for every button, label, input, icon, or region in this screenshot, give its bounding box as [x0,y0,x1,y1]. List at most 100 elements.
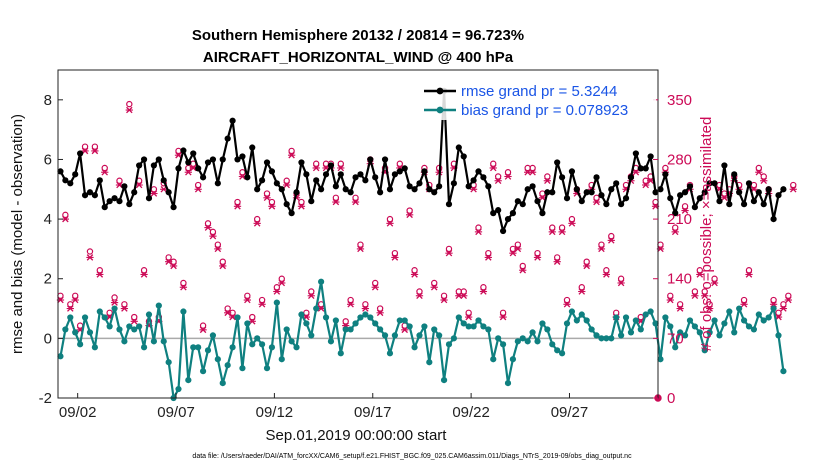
rmse-point [180,147,187,154]
obs-assimilated-point [258,301,266,308]
obs-possible-point [691,288,699,295]
bias-point [386,350,394,357]
rmse-point [544,189,551,196]
bias-point [249,341,256,348]
obs-assimilated-point [499,313,507,321]
obs-possible-point [268,198,276,206]
rmse-point [318,186,325,193]
rmse-point [736,189,743,196]
bias-point [273,299,280,306]
rmse-point [657,186,664,193]
obs-assimilated-point [410,271,419,278]
rmse-point [534,198,541,205]
obs-assimilated-point [86,254,94,261]
rmse-point [588,189,595,196]
obs-possible-point [357,241,364,248]
rmse-point [750,198,758,205]
bias-point [716,332,723,339]
obs-possible-point [249,313,256,321]
rmse-point [209,156,217,163]
bias-point [229,344,236,351]
bias-point [111,305,118,312]
obs-assimilated-point [346,301,355,308]
rmse-point [131,189,138,196]
obs-possible-point [681,203,689,210]
bias-point [347,326,354,333]
rmse-point [214,180,221,187]
rmse-point [755,189,762,196]
obs-possible-point [485,249,492,257]
bias-point [563,320,571,327]
obs-possible-point [376,305,384,312]
y-tick-label: -2 [39,390,52,407]
rmse-point [342,186,349,193]
bias-point [150,338,158,345]
obs-assimilated-point [356,245,365,253]
rmse-point [219,156,226,163]
obs-assimilated-point [91,147,99,155]
obs-assimilated-point [543,177,551,185]
rmse-point [268,168,276,175]
obs-possible-point [396,160,404,167]
rmse-point [372,174,379,181]
obs-assimilated-point [602,271,611,278]
bias-point [568,308,576,315]
obs-possible-point [116,177,123,184]
bias-point [337,350,344,357]
rmse-point [701,189,708,196]
obs-possible-point [475,224,482,231]
rmse-point [421,168,428,175]
rmse-point [549,189,556,196]
obs-possible-point [519,262,526,270]
obs-possible-point [224,305,231,312]
rmse-point [357,171,364,178]
rmse-point [519,201,526,208]
obs-possible-point [165,254,172,261]
bias-point [726,308,733,315]
bias-point [116,326,123,333]
bias-point [258,341,266,348]
bias-point [175,385,182,393]
rmse-point [686,183,694,190]
bias-point [731,329,738,336]
bias-point [377,326,384,333]
bias-point [185,377,192,384]
rmse-point [485,183,492,190]
bias-point [209,332,217,339]
obs-possible-point [214,241,222,248]
rmse-point [332,183,339,190]
rmse-point [583,189,590,196]
rmse-point [731,171,738,178]
obs-assimilated-point [169,262,178,270]
rmse-point [81,192,89,199]
bias-point [652,320,659,327]
obs-assimilated-point [445,249,453,257]
y-tick-label: 2 [44,271,52,288]
bias-point [283,326,290,333]
obs-assimilated-point [96,271,104,278]
rmse-point [652,189,659,196]
rmse-point [190,150,197,157]
obs-possible-point [91,143,99,150]
obs-possible-point [253,215,261,223]
bias-point [440,377,448,384]
obs-assimilated-point [199,326,207,334]
rmse-point [72,171,79,178]
obs-assimilated-point [489,164,497,172]
bias-point [765,314,772,321]
x-axis: 09/02 09/07 09/12 09/17 09/22 09/27 [59,393,588,421]
rmse-point [140,156,148,163]
obs-assimilated-point [710,279,719,287]
rmse-point [111,195,118,202]
obs-assimilated-point [253,220,261,227]
bias-point [268,344,276,351]
rmse-point [622,195,630,202]
y-axis-label-right: # of obs: o=possible; ×=assimilated [698,117,715,352]
obs-possible-point [386,215,394,223]
x-tick-label: 09/02 [59,404,97,421]
obs-assimilated-point [351,198,360,206]
obs-assimilated-point [568,220,576,227]
rmse-point [150,162,158,169]
rmse-point [303,171,310,178]
rmse-point [706,180,713,187]
